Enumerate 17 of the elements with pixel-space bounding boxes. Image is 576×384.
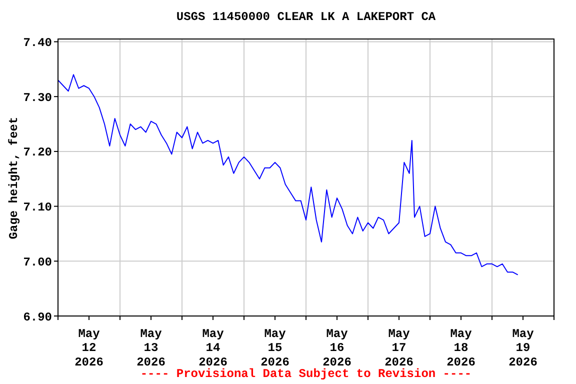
x-tick-label: May 14 2026 bbox=[198, 326, 228, 370]
x-tick-label: May 15 2026 bbox=[260, 326, 290, 370]
chart-title: USGS 11450000 CLEAR LK A LAKEPORT CA bbox=[175, 10, 437, 24]
y-axis-title: Gage height, feet bbox=[7, 116, 21, 239]
y-tick-label: 6.90 bbox=[23, 310, 52, 324]
y-tick-label: 7.20 bbox=[23, 146, 52, 160]
y-tick-label: 7.00 bbox=[23, 255, 52, 270]
line-series bbox=[58, 74, 518, 276]
x-tick-label: May 17 2026 bbox=[384, 326, 414, 370]
text: ---- Provisional Data Subject to Revision ---- bbox=[140, 367, 472, 381]
y-tick-label: 7.40 bbox=[23, 36, 52, 50]
y-tick-label: 7.30 bbox=[23, 90, 52, 105]
x-tick-label: May 13 2026 bbox=[136, 326, 166, 370]
x-tick-label: May 18 2026 bbox=[446, 326, 476, 370]
x-tick-label: May 19 2026 bbox=[508, 326, 538, 370]
x-tick-label: May 12 2026 bbox=[74, 326, 104, 370]
y-tick-label: 7.10 bbox=[23, 200, 52, 215]
